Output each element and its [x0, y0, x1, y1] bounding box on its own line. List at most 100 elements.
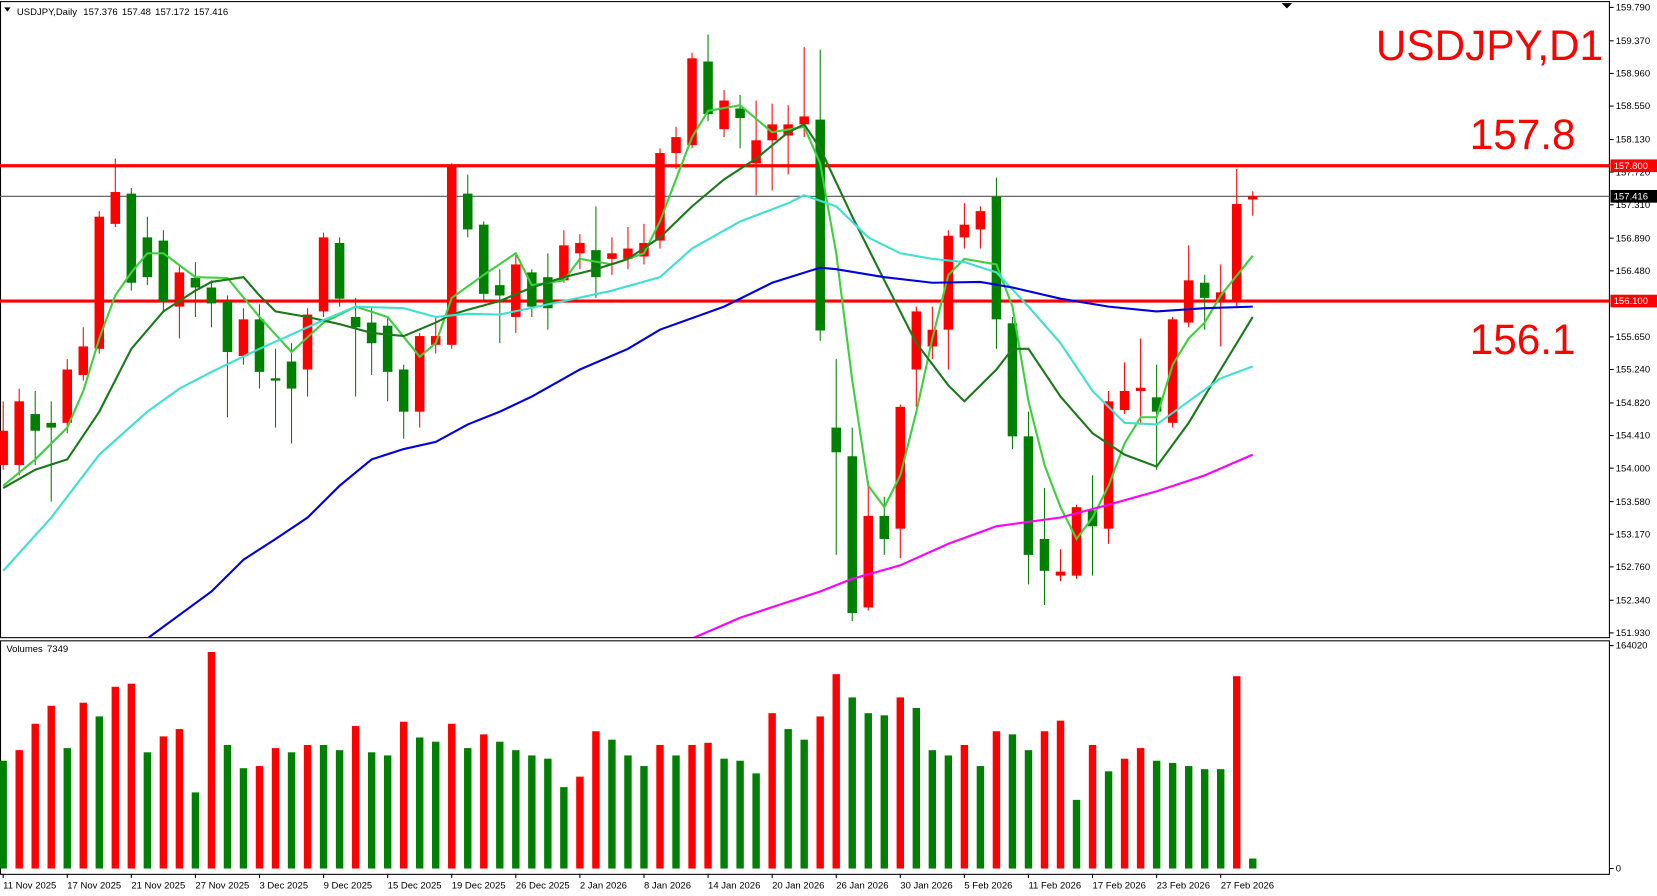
volume-bar — [496, 741, 504, 869]
volume-bar — [335, 750, 344, 869]
volume-bar — [95, 716, 103, 869]
y-tick-label: 155.650 — [1616, 332, 1650, 343]
volume-bar — [864, 713, 872, 869]
candle-body — [78, 346, 89, 376]
candle-body — [1055, 571, 1066, 576]
volume-bar — [1168, 762, 1177, 869]
menu-triangle — [4, 7, 11, 12]
candle-body — [1247, 196, 1258, 200]
candle-body — [591, 250, 601, 278]
candle-body — [398, 369, 409, 412]
y-tick-label: 158.130 — [1616, 135, 1650, 146]
x-tick-label: 27 Nov 2025 — [195, 881, 249, 892]
candle-body — [831, 427, 841, 453]
volume-bar — [79, 702, 87, 869]
candle-body — [655, 153, 665, 241]
axes: 159.790 159.370 158.960 158.550 158.130 157.7… — [2, 3, 1657, 892]
x-tick-label: 8 Jan 2026 — [644, 881, 691, 892]
volume-bar — [912, 708, 921, 869]
volume-bar — [63, 748, 71, 869]
volume-bar — [1024, 750, 1033, 869]
x-tick-label: 26 Jan 2026 — [836, 881, 888, 892]
candle-body — [286, 361, 297, 389]
candle-body — [270, 378, 281, 381]
low-value: 157.172 — [155, 7, 189, 18]
volume-bar — [223, 744, 232, 869]
level-label-box — [1610, 294, 1657, 308]
y-tick-label: 154.410 — [1616, 431, 1650, 442]
candle-body — [1135, 387, 1146, 391]
x-tick-label: 23 Feb 2026 — [1157, 881, 1210, 892]
volume-bar — [1217, 769, 1225, 869]
y-tick-label: 159.790 — [1616, 3, 1650, 14]
candle-body — [847, 456, 857, 614]
volume-tick-label: 0 — [1616, 864, 1621, 875]
candle-body — [687, 58, 697, 146]
x-tick-label: 27 Feb 2026 — [1221, 881, 1274, 892]
x-tick-label: 11 Feb 2026 — [1028, 881, 1081, 892]
y-tick-label: 153.170 — [1616, 529, 1650, 540]
x-tick-label: 21 Nov 2025 — [131, 881, 185, 892]
candle-body — [318, 237, 329, 312]
volume-bar — [768, 713, 776, 869]
candle-body — [1151, 397, 1162, 412]
volume-bar — [656, 744, 664, 869]
candle-body — [527, 272, 537, 307]
volume-bar — [512, 750, 520, 869]
volume-bar — [592, 731, 600, 869]
candle-body — [1119, 390, 1130, 411]
candle-body — [671, 137, 681, 154]
candle-body — [302, 314, 313, 370]
volume-bar — [640, 766, 648, 869]
volume-bar — [720, 758, 728, 869]
volume-bar — [319, 744, 328, 869]
candle-body — [1183, 280, 1194, 323]
x-tick-label: 15 Dec 2025 — [388, 881, 442, 892]
chart-header: USDJPY,Daily 157.376 157.48 157.172 157.416 — [17, 7, 228, 18]
candle-body — [1231, 203, 1242, 302]
volume-bar — [928, 750, 937, 869]
candle-body — [1199, 282, 1210, 298]
volume-bar — [448, 723, 456, 869]
y-tick-label: 153.580 — [1616, 497, 1650, 508]
candle-body — [334, 242, 345, 299]
volume-bar — [1120, 758, 1129, 869]
volume-bar — [672, 755, 680, 869]
candle-body — [462, 193, 473, 230]
candle-body — [559, 245, 569, 281]
candle-body — [895, 406, 906, 529]
level-label: 156.100 — [1614, 296, 1648, 307]
candle-body — [575, 242, 585, 254]
y-tick-label: 157.720 — [1616, 167, 1650, 178]
x-tick-label: 9 Dec 2025 — [324, 881, 373, 892]
volume-bar — [1249, 858, 1257, 869]
volume-bar — [31, 723, 39, 869]
candle-body — [863, 515, 874, 608]
x-tick-label: 2 Jan 2026 — [580, 881, 627, 892]
volume-bar — [896, 697, 905, 869]
high-value: 157.48 — [122, 7, 151, 18]
volume-bar — [992, 731, 1001, 869]
level-annotation: 157.8 — [1470, 111, 1576, 158]
volume-bar — [127, 683, 136, 869]
volume-bar — [1008, 734, 1017, 869]
moving-average-line — [2, 194, 1254, 572]
candle-body — [414, 336, 425, 412]
candle-body — [975, 211, 986, 230]
volume-bar — [576, 776, 584, 869]
volume-bar — [960, 744, 969, 869]
volume-bar — [159, 736, 168, 869]
candle-body — [1007, 323, 1018, 437]
candle-body — [254, 319, 265, 372]
candle-body — [879, 515, 890, 539]
candle-body — [543, 277, 553, 309]
candle-body — [110, 192, 121, 224]
candle-body — [1167, 319, 1178, 423]
volume-bar — [15, 750, 23, 869]
volume-bar — [1104, 771, 1113, 869]
y-tick-label: 158.960 — [1616, 69, 1650, 80]
candle-body — [991, 196, 1002, 320]
volume-header: Volumes 7349 — [6, 644, 68, 655]
